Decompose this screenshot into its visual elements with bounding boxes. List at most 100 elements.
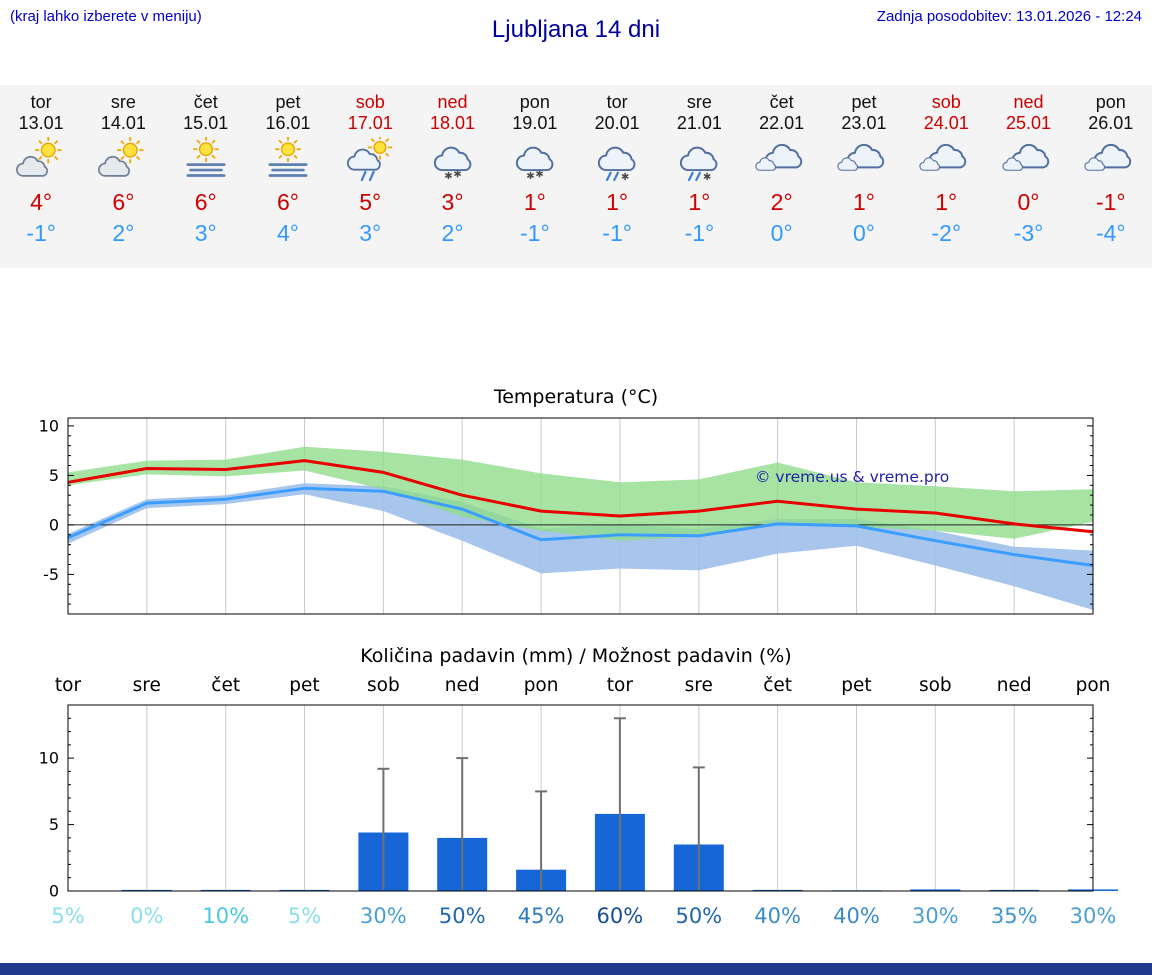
fog-sun-icon xyxy=(186,137,226,177)
low-temp: -3° xyxy=(1013,220,1044,246)
weather-icon xyxy=(329,137,411,189)
precipitation-chart: tor sre čet pet sob ned pon tor sre čet pet sob ned p… xyxy=(39,675,1118,928)
weather-icon xyxy=(905,137,987,189)
day-label: čet xyxy=(763,675,792,696)
forecast-day: ned 18.01 3° 2° xyxy=(411,85,493,268)
precip-bar xyxy=(279,889,330,891)
day-name: pon xyxy=(519,92,550,112)
low-temp: -1° xyxy=(602,220,632,246)
plot-border xyxy=(67,417,1094,615)
forecast-day: sre 21.01 1° -1° xyxy=(658,85,740,268)
cloudy-icon xyxy=(755,143,802,171)
forecast-day: čet 22.01 2° 0° xyxy=(741,85,823,268)
forecast-day: sob 17.01 5° 3° xyxy=(329,85,411,268)
day-label: tor xyxy=(55,675,82,696)
probability-label: 10% xyxy=(202,904,249,928)
forecast-day: pet 23.01 1° 0° xyxy=(823,85,905,268)
day-date: 24.01 xyxy=(923,113,969,133)
day-date: 25.01 xyxy=(1005,113,1052,133)
high-temp: 1° xyxy=(688,189,711,215)
y-tick-label: 10 xyxy=(39,416,59,435)
day-name: pon xyxy=(1095,92,1126,112)
forecast-day: pon 26.01 -1° -4° xyxy=(1070,85,1152,268)
min-temp-band xyxy=(68,483,1093,610)
cloudy-icon xyxy=(1084,143,1131,171)
probability-label: 40% xyxy=(833,904,880,928)
forecast-day: pet 16.01 6° 4° xyxy=(247,85,329,268)
forecast-day: tor 13.01 4° -1° xyxy=(0,85,82,268)
low-temp: 3° xyxy=(194,220,217,246)
watermark-text: © vreme.us & vreme.pro xyxy=(755,468,949,486)
high-temp: 1° xyxy=(523,189,546,215)
weather-icon xyxy=(658,137,740,189)
high-temp: 1° xyxy=(606,189,629,215)
low-temp: 3° xyxy=(359,220,382,246)
day-name: sre xyxy=(686,92,712,112)
day-label: sre xyxy=(685,675,713,696)
low-temp: 4° xyxy=(276,220,299,246)
probability-label: 5% xyxy=(51,904,84,928)
forecast-day: čet 15.01 6° 3° xyxy=(165,85,247,268)
temperature-chart-title: Temperatura (°C) xyxy=(493,386,659,408)
precipitation-plot: tor sre čet pet sob ned pon tor sre čet pet sob ned p… xyxy=(39,675,1118,928)
day-date: 13.01 xyxy=(18,113,64,133)
day-label: pon xyxy=(524,675,559,696)
day-name: sob xyxy=(355,92,385,112)
precipitation-chart-title: Količina padavin (mm) / Možnost padavin … xyxy=(360,645,792,667)
day-label: ned xyxy=(445,675,480,696)
partly-sunny-icon xyxy=(16,137,62,177)
high-temp: 2° xyxy=(770,189,793,215)
weather-icon xyxy=(987,137,1069,189)
probability-label: 50% xyxy=(439,904,486,928)
day-name: čet xyxy=(769,92,794,112)
high-temp: 3° xyxy=(441,189,464,215)
day-date: 14.01 xyxy=(100,113,146,133)
day-label: ned xyxy=(997,675,1032,696)
temperature-chart: 10 5 0 -5 © vreme.us & vreme.pro xyxy=(39,416,1094,615)
y-tick-label: 10 xyxy=(39,749,59,768)
forecast-day: tor 20.01 1° -1° xyxy=(576,85,658,268)
day-date: 23.01 xyxy=(841,113,887,133)
low-temp: -2° xyxy=(931,220,962,246)
day-date: 15.01 xyxy=(183,113,229,133)
weather-icon xyxy=(741,137,823,189)
gridlines xyxy=(146,705,1015,891)
precip-bar xyxy=(910,889,961,891)
low-temp: -1° xyxy=(26,220,56,246)
day-label: pet xyxy=(289,675,319,696)
day-name: tor xyxy=(606,92,628,112)
low-temp: 2° xyxy=(441,220,464,246)
day-date: 20.01 xyxy=(594,113,640,133)
day-label: pon xyxy=(1076,675,1111,696)
precip-bar xyxy=(752,889,803,891)
precip-bar xyxy=(989,889,1040,891)
partly-sunny-icon xyxy=(98,137,144,177)
day-name: pet xyxy=(275,92,301,112)
probability-label: 45% xyxy=(518,904,565,928)
footer-bar xyxy=(0,963,1152,975)
high-temp: 6° xyxy=(112,189,135,215)
weather-icon xyxy=(411,137,493,189)
sleet-icon xyxy=(598,146,636,182)
y-tick-label: 0 xyxy=(49,515,59,534)
probability-label: 30% xyxy=(1070,904,1117,928)
cloudy-icon xyxy=(1001,143,1049,171)
y-ticks xyxy=(68,704,1093,892)
whiskers xyxy=(377,717,705,890)
forecast-day: ned 25.01 0° -3° xyxy=(987,85,1069,268)
forecast-day: sre 14.01 6° 2° xyxy=(82,85,164,268)
day-name: tor xyxy=(30,92,52,112)
plot-border xyxy=(67,704,1094,892)
precip-bar xyxy=(121,889,172,891)
day-label: sob xyxy=(367,675,400,696)
day-label: sre xyxy=(133,675,161,696)
probability-label: 35% xyxy=(991,904,1038,928)
day-date: 17.01 xyxy=(347,113,393,133)
probability-label: 60% xyxy=(597,904,644,928)
high-temp: 6° xyxy=(194,189,217,215)
page-title: Ljubljana 14 dni xyxy=(491,16,661,43)
probability-label: 30% xyxy=(360,904,407,928)
y-tick-label: 5 xyxy=(49,815,59,834)
day-name: sre xyxy=(110,92,136,112)
